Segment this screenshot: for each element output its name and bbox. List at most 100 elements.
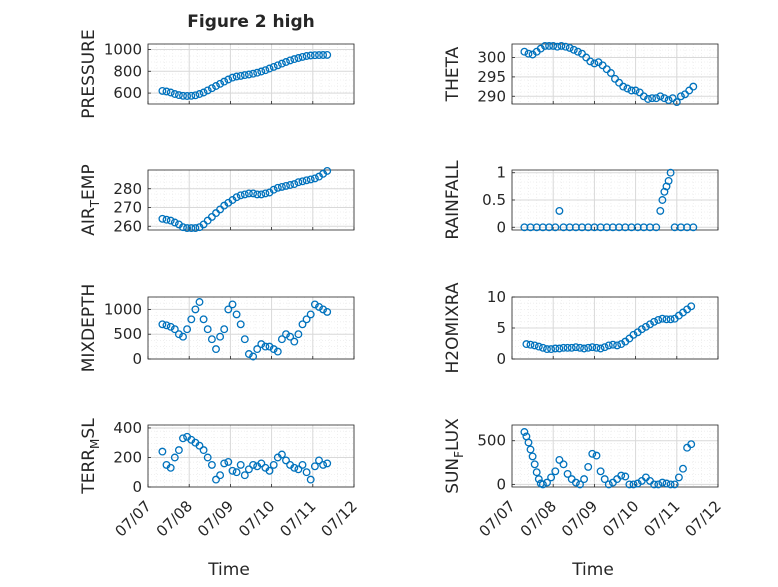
air-temp-data-point bbox=[261, 189, 270, 198]
rainfall-y-tick-label: 1 bbox=[496, 164, 506, 182]
figure-title: Figure 2 high bbox=[187, 12, 315, 32]
pressure-data-point bbox=[269, 62, 278, 71]
rainfall-data-point bbox=[652, 223, 661, 232]
h2omixra-data-point bbox=[613, 341, 622, 350]
terr-msl-x-tick-label: 07/10 bbox=[235, 497, 278, 540]
theta-data-point bbox=[606, 69, 615, 77]
mixdepth-data-point bbox=[203, 325, 212, 334]
pressure-data-point bbox=[212, 82, 220, 90]
rainfall-subplot: 0 0.5 1 RAINFALL bbox=[443, 160, 719, 240]
mixdepth-data-point bbox=[286, 332, 295, 341]
theta-data-point bbox=[656, 92, 665, 101]
terr-msl-data-point bbox=[315, 456, 323, 465]
h2omixra-data-point bbox=[559, 343, 568, 352]
terr-msl-data-point bbox=[179, 434, 187, 443]
theta-data-point bbox=[565, 43, 574, 52]
pressure-data-point bbox=[179, 91, 187, 100]
h2omixra-data-point bbox=[580, 344, 589, 353]
terr-msl-data-point bbox=[240, 471, 249, 480]
h2omixra-data-point bbox=[687, 302, 696, 311]
pressure-y-tick-label: 1000 bbox=[104, 40, 142, 58]
mixdepth-y-tick-label: 0 bbox=[132, 350, 142, 368]
mixdepth-data-point bbox=[240, 335, 249, 344]
h2omixra-data-point bbox=[654, 315, 663, 324]
pressure-data-point bbox=[261, 66, 270, 75]
h2omixra-data-point bbox=[563, 343, 572, 352]
mixdepth-y-axis-label: MIXDEPTH bbox=[79, 284, 99, 373]
sun-flux-x-tick-label: 07/08 bbox=[517, 497, 560, 540]
rainfall-data-point bbox=[666, 168, 675, 177]
theta-data-point bbox=[586, 57, 595, 66]
theta-data-point bbox=[615, 78, 624, 87]
theta-data-point bbox=[685, 86, 694, 95]
pressure-data-point bbox=[294, 54, 303, 62]
mixdepth-data-point bbox=[228, 300, 237, 309]
terr-msl-data-point bbox=[302, 468, 311, 477]
mixdepth-subplot: 0 500 1000 MIXDEPTH bbox=[79, 284, 355, 373]
pressure-data-point bbox=[228, 73, 237, 82]
sun-flux-data-point bbox=[543, 478, 551, 487]
sun-flux-data-point bbox=[528, 452, 537, 461]
mixdepth-data-point bbox=[261, 342, 270, 351]
sun-flux-data-point bbox=[600, 475, 609, 484]
terr-msl-x-tick-label: 07/08 bbox=[153, 497, 196, 540]
terr-msl-data-point bbox=[269, 460, 278, 469]
terr-msl-data-point bbox=[207, 460, 216, 469]
mixdepth-y-tick-label: 1000 bbox=[104, 300, 142, 318]
h2omixra-data-point bbox=[608, 340, 617, 349]
air-temp-data-point bbox=[232, 193, 241, 202]
air-temp-data-point bbox=[269, 185, 278, 194]
mixdepth-data-point bbox=[253, 345, 262, 354]
pressure-data-point bbox=[203, 86, 212, 95]
h2omixra-data-point bbox=[596, 344, 605, 353]
h2omixra-data-point bbox=[543, 345, 551, 354]
sun-flux-data-point bbox=[687, 440, 696, 449]
air-temp-data-point bbox=[298, 177, 307, 186]
terr-msl-data-point bbox=[294, 465, 303, 474]
air-temp-data-point bbox=[302, 176, 311, 185]
theta-data-point bbox=[648, 94, 657, 103]
theta-data-point bbox=[573, 47, 582, 56]
theta-data-point bbox=[611, 74, 619, 83]
air-temp-data-point bbox=[240, 190, 249, 199]
h2omixra-data-point bbox=[666, 315, 675, 324]
theta-data-point bbox=[582, 53, 591, 62]
sun-flux-data-point bbox=[532, 468, 541, 477]
air-temp-data-point bbox=[294, 178, 303, 187]
h2omixra-data-point bbox=[567, 343, 576, 352]
h2omixra-data-point bbox=[604, 341, 613, 350]
terr-msl-data-point bbox=[298, 460, 307, 469]
theta-data-point bbox=[619, 82, 628, 91]
rainfall-y-tick-label: 0 bbox=[496, 218, 506, 236]
theta-data-point bbox=[524, 49, 533, 58]
mixdepth-data-point bbox=[236, 320, 245, 329]
sun-flux-data-point bbox=[666, 480, 675, 489]
h2omixra-data-point bbox=[576, 343, 584, 352]
mixdepth-data-point bbox=[207, 335, 216, 344]
pressure-y-tick-label: 600 bbox=[113, 84, 142, 102]
rainfall-y-axis-label: RAINFALL bbox=[443, 160, 463, 240]
pressure-data-point bbox=[282, 58, 290, 66]
terr-msl-data-point bbox=[323, 459, 332, 468]
theta-data-point bbox=[672, 98, 681, 107]
pressure-data-point bbox=[298, 52, 307, 61]
air-temp-data-point bbox=[273, 183, 282, 192]
mixdepth-data-point bbox=[290, 337, 299, 346]
air-temp-data-point bbox=[290, 180, 299, 189]
mixdepth-data-point bbox=[315, 302, 323, 311]
terr-msl-y-tick-label: 400 bbox=[113, 419, 142, 437]
h2omixra-data-point bbox=[547, 345, 556, 354]
terr-msl-data-point bbox=[277, 450, 286, 459]
air-temp-data-point bbox=[286, 181, 295, 189]
mixdepth-data-point bbox=[249, 352, 258, 361]
pressure-data-point bbox=[306, 51, 315, 60]
theta-data-point bbox=[549, 41, 558, 50]
sun-flux-x-axis-label: Time bbox=[571, 560, 614, 580]
terr-msl-data-point bbox=[236, 460, 245, 469]
h2omixra-data-point bbox=[551, 344, 560, 353]
theta-data-point bbox=[668, 94, 677, 103]
pressure-data-point bbox=[302, 52, 311, 60]
